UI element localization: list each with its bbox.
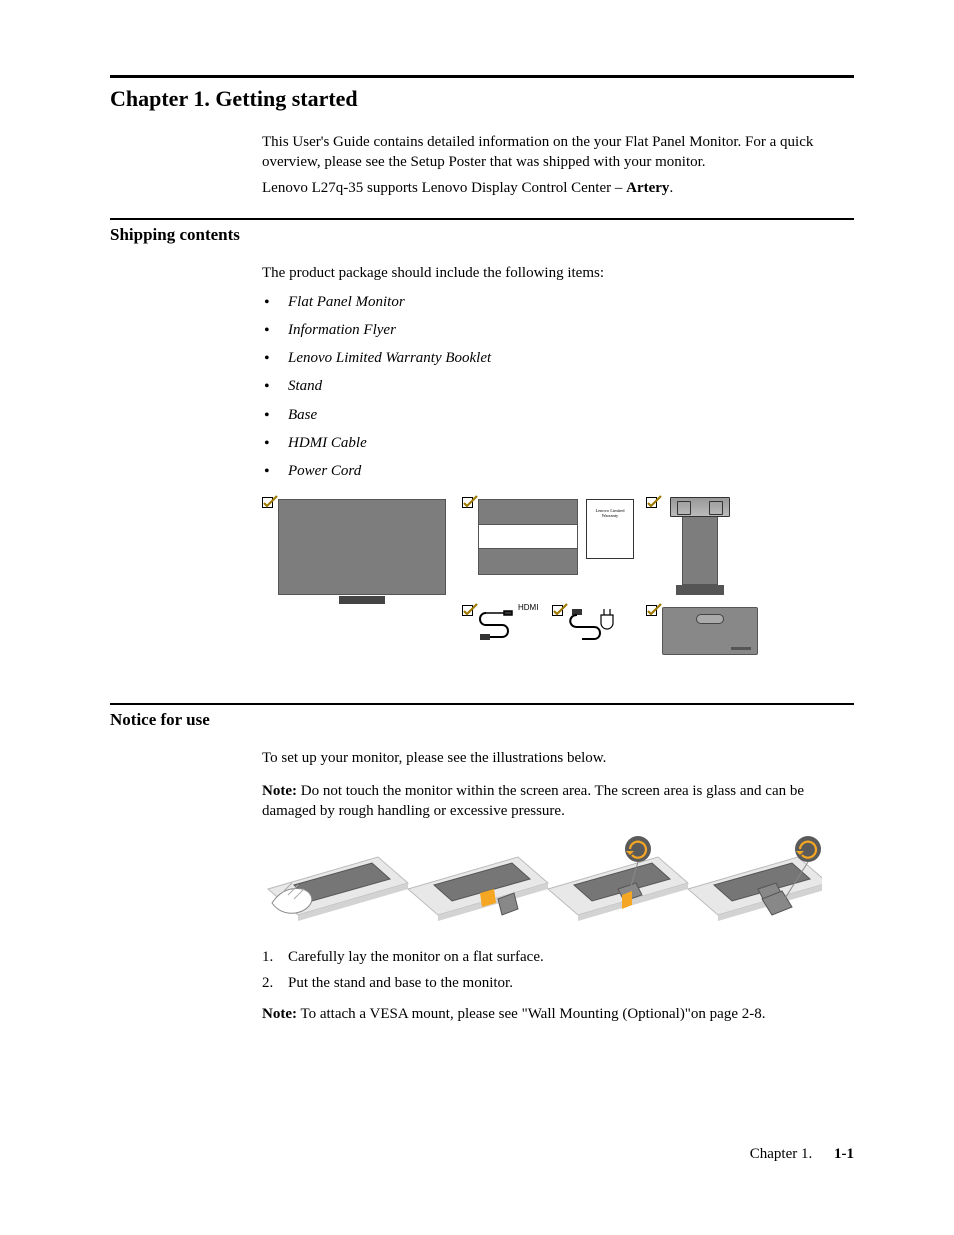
note2-text: To attach a VESA mount, please see "Wall…	[297, 1006, 766, 1022]
notice-intro: To set up your monitor, please see the i…	[262, 748, 854, 768]
shipping-li: Base	[262, 405, 854, 425]
notice-note-2: Note: To attach a VESA mount, please see…	[262, 1004, 854, 1024]
shipping-li: Flat Panel Monitor	[262, 292, 854, 312]
monitor-icon	[278, 499, 446, 595]
check-icon	[262, 495, 278, 509]
check-icon	[462, 603, 478, 617]
shipping-heading: Shipping contents	[110, 224, 854, 247]
section-rule-2	[110, 703, 854, 705]
intro2-bold: Artery	[626, 180, 669, 196]
notice-block: To set up your monitor, please see the i…	[262, 748, 854, 1024]
step-item: Carefully lay the monitor on a flat surf…	[262, 947, 854, 967]
notice-heading: Notice for use	[110, 709, 854, 732]
shipping-li: Stand	[262, 376, 854, 396]
intro-para-2: Lenovo L27q-35 supports Lenovo Display C…	[262, 178, 854, 198]
shipping-li: HDMI Cable	[262, 433, 854, 453]
setup-steps: Carefully lay the monitor on a flat surf…	[262, 947, 854, 994]
intro2-suffix: .	[669, 180, 673, 196]
top-rule	[110, 75, 854, 78]
shipping-list: Flat Panel Monitor Information Flyer Len…	[262, 292, 854, 482]
chapter-intro-block: This User's Guide contains detailed info…	[262, 132, 854, 199]
shipping-block: The product package should include the f…	[262, 263, 854, 675]
check-icon	[552, 603, 568, 617]
flyer-icon	[478, 499, 578, 575]
check-icon	[462, 495, 478, 509]
shipping-li: Lenovo Limited Warranty Booklet	[262, 348, 854, 368]
step-item: Put the stand and base to the monitor.	[262, 973, 854, 993]
intro2-prefix: Lenovo L27q-35 supports Lenovo Display C…	[262, 180, 626, 196]
chapter-title: Chapter 1. Getting started	[110, 84, 854, 114]
check-icon	[646, 603, 662, 617]
stand-icon	[662, 497, 738, 595]
booklet-label: Lenovo Limited Warranty	[588, 509, 632, 519]
hdmi-label: HDMI	[518, 603, 538, 614]
setup-diagram	[262, 833, 822, 933]
note-label: Note:	[262, 1006, 297, 1022]
check-icon	[646, 495, 662, 509]
notice-note-1: Note: Do not touch the monitor within th…	[262, 781, 854, 822]
page-footer: Chapter 1. 1-1	[110, 1144, 854, 1164]
shipping-diagram: Lenovo Limited Warranty HDMI	[262, 495, 854, 675]
base-icon	[662, 607, 758, 655]
footer-chapter: Chapter 1.	[750, 1146, 812, 1162]
footer-page-number: 1-1	[834, 1146, 854, 1162]
shipping-li: Information Flyer	[262, 320, 854, 340]
note-label: Note:	[262, 783, 297, 799]
section-rule-1	[110, 218, 854, 220]
power-cord-icon	[568, 607, 618, 647]
intro-para-1: This User's Guide contains detailed info…	[262, 132, 854, 173]
shipping-intro: The product package should include the f…	[262, 263, 854, 283]
note1-text: Do not touch the monitor within the scre…	[262, 783, 804, 819]
shipping-li: Power Cord	[262, 461, 854, 481]
